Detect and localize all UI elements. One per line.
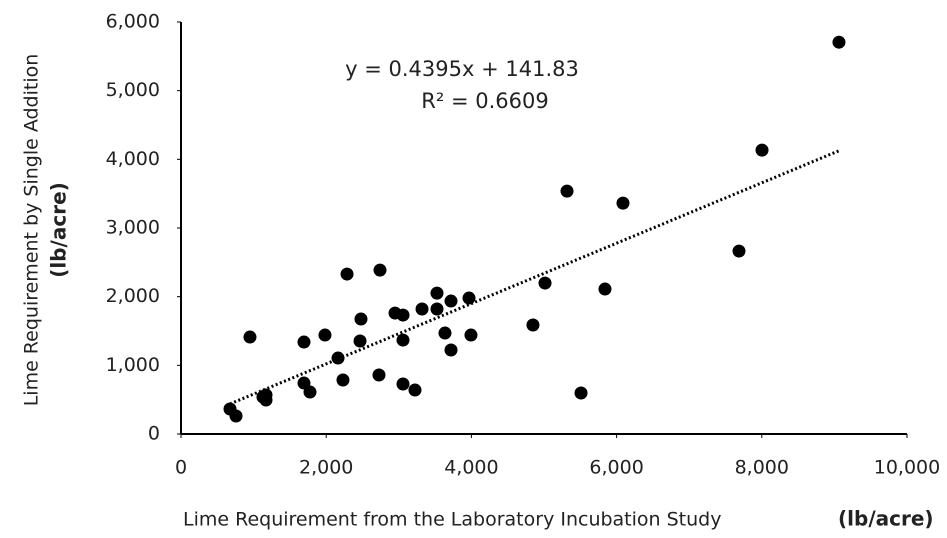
data-point (229, 409, 243, 423)
data-point (415, 302, 429, 316)
x-tick-label: 0 (175, 457, 187, 479)
data-point (438, 326, 452, 340)
y-tick-label: 0 (148, 423, 160, 445)
data-point (354, 312, 368, 326)
trendline (229, 149, 840, 406)
data-point (464, 328, 478, 342)
y-tick-label: 4,000 (106, 148, 160, 170)
data-point (616, 196, 630, 210)
data-point (598, 282, 612, 296)
data-point (303, 385, 317, 399)
data-point (430, 302, 444, 316)
x-tick-label: 4,000 (444, 457, 498, 479)
data-point (444, 343, 458, 357)
x-axis-unit: (lb/acre) (838, 507, 934, 531)
data-point (538, 276, 552, 290)
y-tick-label: 5,000 (106, 79, 160, 101)
x-tick-label: 8,000 (735, 457, 789, 479)
data-point (353, 334, 367, 348)
x-tick-label: 6,000 (589, 457, 643, 479)
x-axis-label: Lime Requirement from the Laboratory Inc… (183, 509, 721, 531)
y-tick-label: 6,000 (106, 11, 160, 33)
data-point (574, 386, 588, 400)
data-point (318, 328, 332, 342)
data-point (336, 373, 350, 387)
data-point (832, 35, 846, 49)
data-point (732, 244, 746, 258)
data-point (372, 368, 386, 382)
y-tick-label: 2,000 (106, 285, 160, 307)
y-tick-label: 3,000 (106, 217, 160, 239)
data-point (396, 308, 410, 322)
y-tick-label: 1,000 (106, 354, 160, 376)
data-point (396, 377, 410, 391)
data-point (340, 267, 354, 281)
data-point (444, 294, 458, 308)
data-point (560, 184, 574, 198)
data-point (259, 388, 273, 402)
data-point (408, 383, 422, 397)
x-tick-label: 2,000 (299, 457, 353, 479)
data-point (526, 318, 540, 332)
data-point (396, 333, 410, 347)
data-point (373, 263, 387, 277)
data-point (462, 291, 476, 305)
equation: y = 0.4395x + 141.83 (345, 57, 579, 81)
y-axis-label: Lime Requirement by Single Addition (21, 54, 43, 407)
data-point (430, 286, 444, 300)
data-point (755, 143, 769, 157)
x-tick-label: 10,000 (874, 457, 940, 479)
r-squared: R² = 0.6609 (421, 89, 548, 113)
y-axis-unit: (lb/acre) (47, 182, 71, 278)
data-point (331, 351, 345, 365)
data-point (297, 335, 311, 349)
data-point (243, 330, 257, 344)
